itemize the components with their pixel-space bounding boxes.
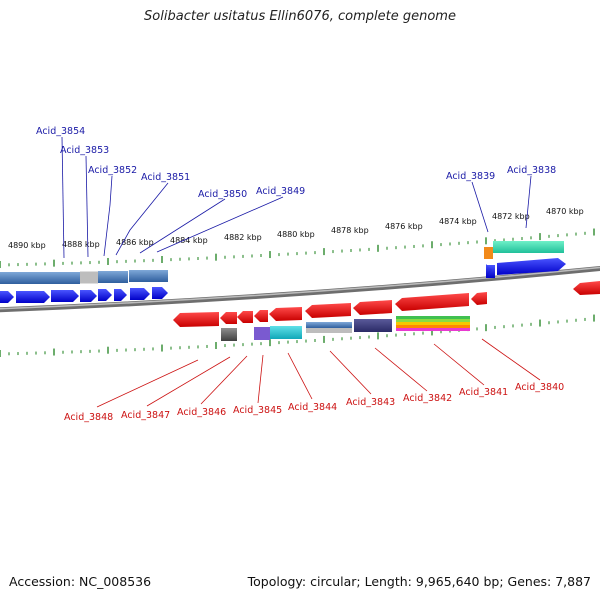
tick-label-4884: 4884 kbp bbox=[170, 236, 208, 245]
tick-label-4872: 4872 kbp bbox=[492, 212, 530, 221]
tick-label-4880: 4880 kbp bbox=[277, 230, 315, 239]
bottom-feature-bars bbox=[221, 316, 470, 341]
gene-label-acid-3847: Acid_3847 bbox=[121, 410, 170, 421]
map-title: Solibacter usitatus Ellin6076, complete … bbox=[144, 9, 456, 24]
bottom-label-leaders bbox=[96, 338, 541, 408]
tick-label-4870: 4870 kbp bbox=[546, 207, 584, 216]
tick-labels: 4890 kbp 4888 kbp 4886 kbp 4884 kbp 4882… bbox=[8, 207, 584, 250]
tick-label-4886: 4886 kbp bbox=[116, 238, 154, 247]
gene-label-acid-3840: Acid_3840 bbox=[515, 382, 564, 393]
gene-label-acid-3850: Acid_3850 bbox=[198, 189, 247, 200]
gene-label-acid-3848: Acid_3848 bbox=[64, 412, 113, 423]
gene-label-acid-3853: Acid_3853 bbox=[60, 145, 109, 156]
gene-label-acid-3854: Acid_3854 bbox=[36, 126, 85, 137]
top-gene-arrows-left bbox=[0, 287, 168, 303]
tick-label-4890: 4890 kbp bbox=[8, 241, 46, 250]
gene-label-acid-3839: Acid_3839 bbox=[446, 171, 495, 182]
gene-label-acid-3841: Acid_3841 bbox=[459, 387, 508, 398]
bottom-gene-arrows bbox=[173, 281, 600, 327]
gene-label-acid-3849: Acid_3849 bbox=[256, 186, 305, 197]
gene-label-acid-3845: Acid_3845 bbox=[233, 405, 282, 416]
tick-label-4874: 4874 kbp bbox=[439, 217, 477, 226]
tick-label-4878: 4878 kbp bbox=[331, 226, 369, 235]
gene-label-acid-3851: Acid_3851 bbox=[141, 172, 190, 183]
gene-label-acid-3838: Acid_3838 bbox=[507, 165, 556, 176]
gene-label-acid-3842: Acid_3842 bbox=[403, 393, 452, 404]
gene-label-acid-3852: Acid_3852 bbox=[88, 165, 137, 176]
top-gene-labels: Acid_3854 Acid_3853 Acid_3852 Acid_3851 … bbox=[36, 126, 556, 200]
gene-label-acid-3844: Acid_3844 bbox=[288, 402, 337, 413]
gene-label-acid-3843: Acid_3843 bbox=[346, 397, 395, 408]
bottom-gene-labels: Acid_3848 Acid_3847 Acid_3846 Acid_3845 … bbox=[64, 382, 564, 423]
tick-row-top bbox=[0, 228, 595, 268]
tick-label-4876: 4876 kbp bbox=[385, 222, 423, 231]
top-feature-bars-right bbox=[484, 241, 566, 278]
tick-label-4888: 4888 kbp bbox=[62, 240, 100, 249]
top-label-leaders bbox=[61, 136, 532, 259]
top-feature-bars-left bbox=[0, 270, 168, 284]
topology-summary: Topology: circular; Length: 9,965,640 bp… bbox=[247, 574, 591, 589]
accession-text: Accession: NC_008536 bbox=[9, 574, 152, 589]
gene-label-acid-3846: Acid_3846 bbox=[177, 407, 226, 418]
genome-backbone bbox=[0, 265, 600, 313]
tick-label-4882: 4882 kbp bbox=[224, 233, 262, 242]
